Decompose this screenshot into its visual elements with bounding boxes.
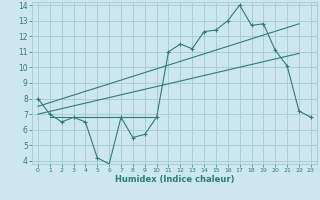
X-axis label: Humidex (Indice chaleur): Humidex (Indice chaleur): [115, 175, 234, 184]
